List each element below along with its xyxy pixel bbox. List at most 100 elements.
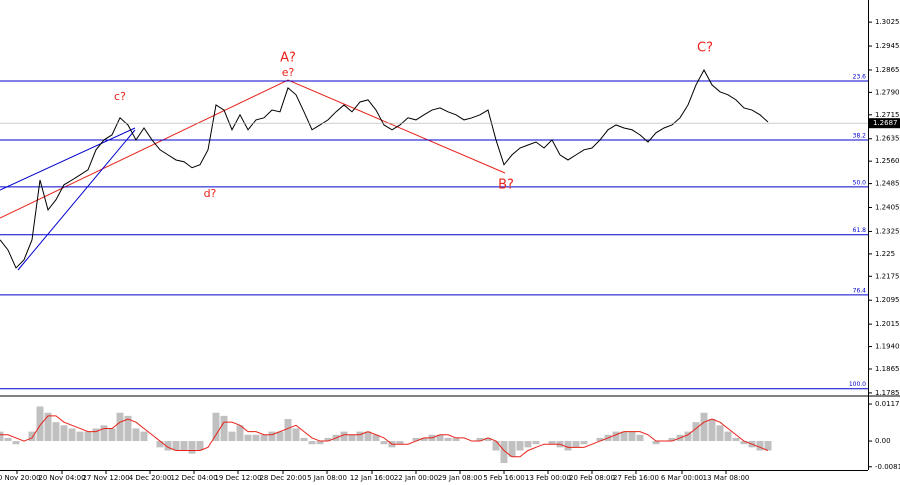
y-tick-label: 1.2560 xyxy=(875,157,900,165)
y-tick-label: 1.1940 xyxy=(875,343,900,351)
histogram-bar xyxy=(324,437,332,442)
x-tick-label: 13 Feb 00:00 xyxy=(525,474,571,482)
histogram-bar xyxy=(228,431,236,442)
histogram-bar xyxy=(284,419,292,442)
y-tick-label: 1.2015 xyxy=(875,320,900,328)
histogram-bar xyxy=(668,437,676,442)
x-tick-label: 13 Mar 08:00 xyxy=(703,474,750,482)
y-tick-label: 0.00 xyxy=(875,437,891,445)
histogram-bar xyxy=(60,425,68,442)
histogram-bar xyxy=(484,437,492,442)
current-price-box xyxy=(869,118,900,129)
histogram-bar xyxy=(260,434,268,442)
histogram-bar xyxy=(92,428,100,442)
histogram-bar xyxy=(308,441,316,445)
price-line xyxy=(0,68,769,269)
y-tick-label: 1.2325 xyxy=(875,227,900,235)
y-tick-label: 1.2715 xyxy=(875,111,900,119)
fib-label: 50.0 xyxy=(853,179,867,186)
y-tick-label: 1.2175 xyxy=(875,272,900,280)
fib-label: 76.4 xyxy=(853,287,867,294)
y-tick-label: -0.00817 xyxy=(875,463,900,471)
channel-line xyxy=(0,127,136,191)
histogram-bar xyxy=(316,441,324,445)
fib-label: 38.2 xyxy=(853,132,867,139)
histogram-bar xyxy=(444,437,452,442)
histogram-bar xyxy=(396,441,404,445)
x-tick-label: 28 Dec 20:00 xyxy=(259,474,306,482)
y-tick-label: 1.2485 xyxy=(875,180,900,188)
histogram-bar xyxy=(140,431,148,442)
histogram-bar xyxy=(340,431,348,442)
x-tick-label: 5 Jan 08:00 xyxy=(307,474,347,482)
histogram-bar xyxy=(212,412,220,442)
y-tick-label: 1.2945 xyxy=(875,42,900,50)
histogram-bar xyxy=(724,431,732,442)
histogram-bar xyxy=(276,431,284,442)
histogram-bar xyxy=(372,434,380,442)
y-tick-label: 1.1865 xyxy=(875,365,900,373)
histogram-bar xyxy=(0,431,4,442)
channel-line xyxy=(17,129,136,271)
x-tick-label: 10 Nov 20:00 xyxy=(0,474,41,482)
histogram-bar xyxy=(116,412,124,442)
histogram-bar xyxy=(252,434,260,442)
fib-label: 100.0 xyxy=(849,381,866,388)
x-tick-label: 20 Nov 04:00 xyxy=(38,474,85,482)
fib-label: 23.6 xyxy=(853,74,867,81)
wave-label: A? xyxy=(280,51,296,66)
x-tick-label: 20 Feb 08:00 xyxy=(569,474,615,482)
histogram-bar xyxy=(36,406,44,442)
x-tick-label: 22 Jan 00:00 xyxy=(394,474,438,482)
histogram-bar xyxy=(532,441,540,445)
wave-label: B? xyxy=(498,178,514,193)
y-tick-label: 1.2095 xyxy=(875,296,900,304)
histogram-bar xyxy=(52,422,60,442)
histogram-bar xyxy=(220,415,228,442)
wave-label: C? xyxy=(697,41,713,56)
x-tick-label: 29 Jan 08:00 xyxy=(438,474,482,482)
histogram-bar xyxy=(436,434,444,442)
y-tick-label: 1.2790 xyxy=(875,88,900,96)
wave-label: c? xyxy=(114,90,126,103)
histogram-bar xyxy=(452,437,460,442)
histogram-bar xyxy=(172,441,180,451)
histogram-bar xyxy=(12,441,20,445)
histogram-bar xyxy=(692,422,700,442)
fib-label: 61.8 xyxy=(853,227,867,234)
wave-line xyxy=(0,79,506,219)
histogram-bar xyxy=(508,441,516,457)
histogram-bar xyxy=(300,437,308,442)
histogram-bar xyxy=(716,425,724,442)
histogram-bar xyxy=(364,431,372,442)
histogram-bar xyxy=(156,441,164,448)
histogram-bar xyxy=(756,441,764,451)
y-tick-label: 1.2865 xyxy=(875,66,900,74)
histogram-bar xyxy=(492,441,500,451)
histogram-bar xyxy=(564,441,572,451)
histogram-bar xyxy=(236,425,244,442)
wave-label: e? xyxy=(282,66,295,79)
y-tick-label: 1.2405 xyxy=(875,204,900,212)
y-tick-label: 1.2635 xyxy=(875,135,900,143)
histogram-bar xyxy=(380,441,388,445)
x-tick-label: 27 Nov 12:00 xyxy=(82,474,129,482)
histogram-bar xyxy=(612,431,620,442)
histogram-bar xyxy=(516,441,524,451)
histogram-bar xyxy=(124,415,132,442)
histogram-bar xyxy=(348,434,356,442)
histogram-bar xyxy=(764,441,772,451)
histogram-bar xyxy=(652,441,660,445)
histogram-bar xyxy=(76,431,84,442)
histogram-bar xyxy=(244,434,252,442)
histogram-bar xyxy=(188,441,196,454)
current-price-label: 1.2687 xyxy=(873,119,898,127)
histogram-bar xyxy=(4,437,12,442)
histogram-bar xyxy=(68,428,76,442)
histogram-bar xyxy=(196,441,204,451)
histogram-bar xyxy=(732,437,740,442)
histogram-bar xyxy=(420,437,428,442)
x-tick-label: 12 Jan 16:00 xyxy=(350,474,394,482)
histogram-bar xyxy=(596,437,604,442)
y-tick-label: 1.3025 xyxy=(875,18,900,26)
